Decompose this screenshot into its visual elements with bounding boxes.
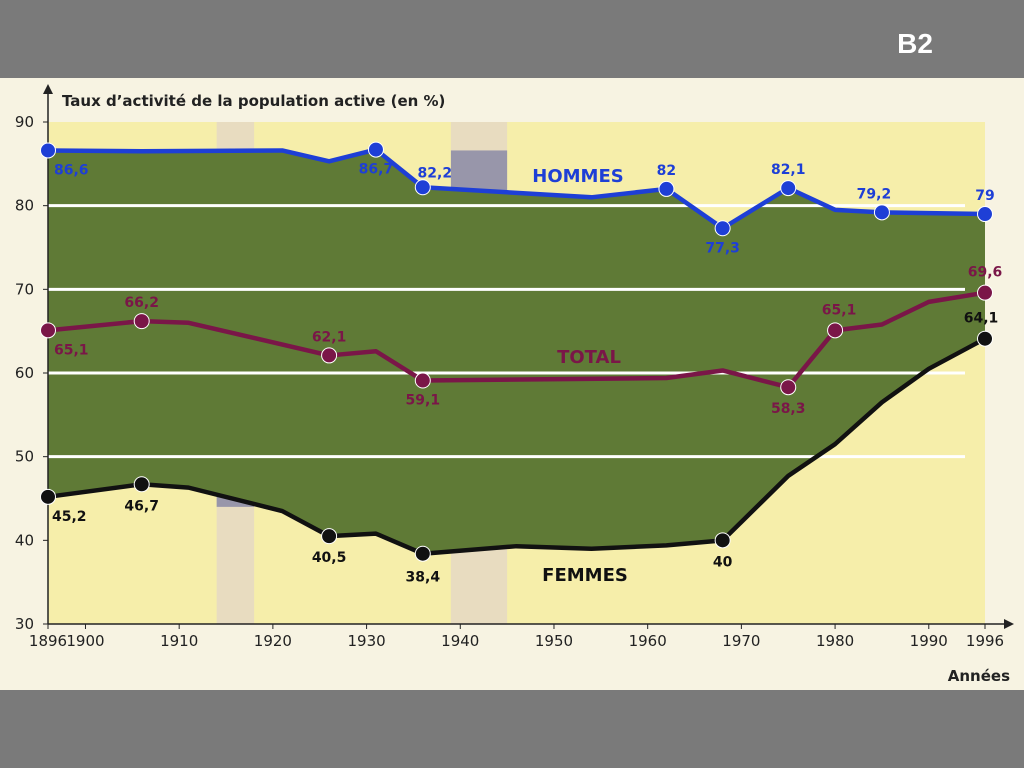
series-points xyxy=(40,141,993,562)
series-name-total: TOTAL xyxy=(557,347,621,368)
y-axis-title: Taux d’activité de la population active … xyxy=(62,92,445,110)
series-name-femmes: FEMMES xyxy=(542,565,628,586)
data-point-hommes-9 xyxy=(780,180,797,197)
data-point-femmes-0 xyxy=(40,488,56,505)
series-line-hommes xyxy=(45,147,988,231)
series-lines xyxy=(45,147,988,556)
x-tick-label-1996: 1996 xyxy=(966,632,1004,650)
x-axis-arrow-icon xyxy=(1004,619,1014,629)
data-label-hommes-8: 77,3 xyxy=(705,240,740,256)
x-tick-label-1940: 1940 xyxy=(441,632,479,650)
y-tick-label-30: 30 xyxy=(15,615,34,633)
data-label-femmes-1: 46,7 xyxy=(124,498,159,514)
data-label-total-1: 66,2 xyxy=(124,295,159,311)
x-axis-title: Années xyxy=(948,667,1010,685)
activity-rate-chart: 30 40 50 60 70 80 90 1896 1900 1910 1920 1930 1940 19… xyxy=(15,84,1014,685)
data-label-hommes-9: 82,1 xyxy=(771,162,806,178)
data-point-total-9 xyxy=(827,322,844,339)
data-label-femmes-6: 38,4 xyxy=(406,570,441,586)
series-name-hommes: HOMMES xyxy=(532,166,623,187)
x-tick-label-1950: 1950 xyxy=(535,632,573,650)
data-point-total-5 xyxy=(414,372,431,389)
chart-panel: 30 40 50 60 70 80 90 1896 1900 1910 1920 1930 1940 19… xyxy=(0,78,1024,690)
data-label-femmes-0: 45,2 xyxy=(52,509,87,525)
slide-label: B2 xyxy=(897,28,933,59)
data-label-hommes-12: 79 xyxy=(975,188,994,204)
data-point-hommes-0 xyxy=(40,142,56,159)
x-tick-label-1960: 1960 xyxy=(629,632,667,650)
data-label-total-0: 65,1 xyxy=(54,342,89,358)
data-point-femmes-4 xyxy=(321,528,338,545)
x-tick-label-1970: 1970 xyxy=(722,632,760,650)
data-point-hommes-11 xyxy=(873,204,890,221)
data-point-femmes-15 xyxy=(977,330,993,347)
data-label-total-3: 62,1 xyxy=(312,329,347,345)
data-label-femmes-4: 40,5 xyxy=(312,550,347,566)
x-tick-label-1896: 1896 xyxy=(29,632,67,650)
data-label-femmes-10: 40 xyxy=(713,554,733,570)
data-labels: 86,6 86,7 82,2 82 77,3 82,1 79,2 79 65,1 66,2 62,1… xyxy=(52,162,1002,586)
data-point-femmes-1 xyxy=(133,476,150,493)
data-point-total-12 xyxy=(977,284,993,301)
y-tick-label-80: 80 xyxy=(15,197,34,215)
y-axis-arrow-icon xyxy=(43,84,53,94)
y-tick-label-70: 70 xyxy=(15,280,34,298)
data-point-total-0 xyxy=(40,322,56,339)
series-line-total xyxy=(45,290,988,390)
data-label-hommes-5: 82,2 xyxy=(418,165,453,181)
data-label-hommes-7: 82 xyxy=(657,163,676,179)
data-label-total-12: 69,6 xyxy=(968,265,1003,281)
data-label-hommes-4: 86,7 xyxy=(359,162,394,178)
y-tick-label-90: 90 xyxy=(15,113,34,131)
data-point-total-1 xyxy=(133,313,150,330)
data-point-hommes-4 xyxy=(367,141,384,158)
axes: 30 40 50 60 70 80 90 1896 1900 1910 1920 1930 1940 19… xyxy=(15,84,1014,650)
gridlines xyxy=(48,204,965,459)
x-tick-label-1920: 1920 xyxy=(254,632,292,650)
data-point-femmes-10 xyxy=(714,532,731,549)
data-label-femmes-15: 64,1 xyxy=(964,311,999,327)
data-label-hommes-0: 86,6 xyxy=(54,162,89,178)
data-point-total-3 xyxy=(321,347,338,364)
data-label-total-8: 58,3 xyxy=(771,401,806,417)
data-point-hommes-8 xyxy=(714,220,731,237)
area-fill xyxy=(48,149,985,554)
y-tick-label-60: 60 xyxy=(15,364,34,382)
x-tick-label-1980: 1980 xyxy=(816,632,854,650)
data-point-hommes-12 xyxy=(977,206,993,223)
series-line-femmes xyxy=(45,336,988,556)
data-point-hommes-7 xyxy=(658,180,675,197)
x-tick-label-1910: 1910 xyxy=(160,632,198,650)
x-tick-label-1930: 1930 xyxy=(347,632,385,650)
data-label-total-9: 65,1 xyxy=(822,302,857,318)
data-label-hommes-11: 79,2 xyxy=(857,186,892,202)
y-tick-label-40: 40 xyxy=(15,531,34,549)
active-population-area xyxy=(48,149,985,554)
data-point-femmes-6 xyxy=(414,545,431,562)
data-point-hommes-5 xyxy=(414,179,431,196)
x-tick-label-1990: 1990 xyxy=(910,632,948,650)
data-point-total-8 xyxy=(780,379,797,396)
y-tick-label-50: 50 xyxy=(15,448,34,466)
data-label-total-5: 59,1 xyxy=(406,393,441,409)
x-tick-label-1900: 1900 xyxy=(66,632,104,650)
